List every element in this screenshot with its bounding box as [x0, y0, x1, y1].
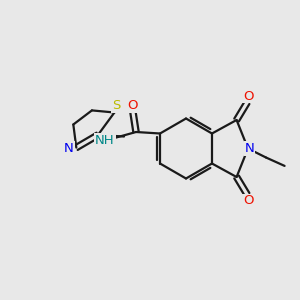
Text: N: N	[244, 142, 254, 155]
Text: NH: NH	[95, 134, 115, 147]
Text: O: O	[243, 194, 254, 208]
Text: S: S	[112, 99, 120, 112]
Text: N: N	[64, 142, 74, 155]
Text: O: O	[243, 89, 254, 103]
Text: O: O	[127, 99, 137, 112]
